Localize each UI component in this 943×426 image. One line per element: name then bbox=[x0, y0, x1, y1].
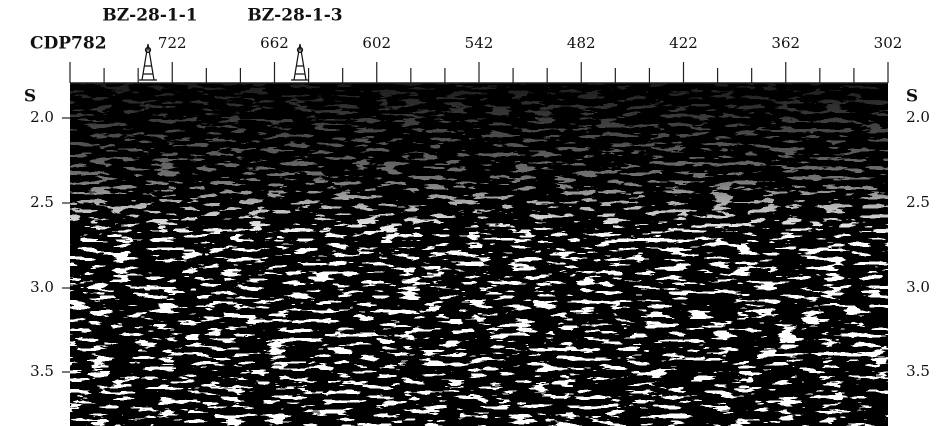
well-icon bbox=[139, 43, 157, 81]
time-label: 2.0 bbox=[906, 108, 930, 126]
time-unit: S bbox=[906, 87, 918, 107]
cdp-label: CDP782 bbox=[30, 34, 107, 54]
time-label: 2.0 bbox=[30, 108, 54, 126]
time-label: 3.0 bbox=[30, 278, 54, 296]
well-label: BZ-28-1-3 bbox=[247, 6, 342, 26]
well-icon bbox=[291, 43, 309, 81]
time-label: 3.5 bbox=[30, 362, 54, 380]
cdp-label: 422 bbox=[669, 34, 698, 52]
time-label: 2.5 bbox=[30, 193, 54, 211]
time-label: 2.5 bbox=[906, 193, 930, 211]
cdp-label: 362 bbox=[771, 34, 800, 52]
time-label: 3.0 bbox=[906, 278, 930, 296]
cdp-label: 302 bbox=[874, 34, 903, 52]
tick-group bbox=[62, 62, 889, 373]
well-label: BZ-28-1-1 bbox=[102, 6, 197, 26]
time-unit: S bbox=[24, 87, 36, 107]
cdp-label: 482 bbox=[567, 34, 596, 52]
cdp-label: 602 bbox=[362, 34, 391, 52]
cdp-label: 542 bbox=[465, 34, 494, 52]
cdp-label: 662 bbox=[260, 34, 289, 52]
time-label: 3.5 bbox=[906, 362, 930, 380]
section-shading bbox=[70, 83, 888, 426]
cdp-label: 722 bbox=[158, 34, 187, 52]
